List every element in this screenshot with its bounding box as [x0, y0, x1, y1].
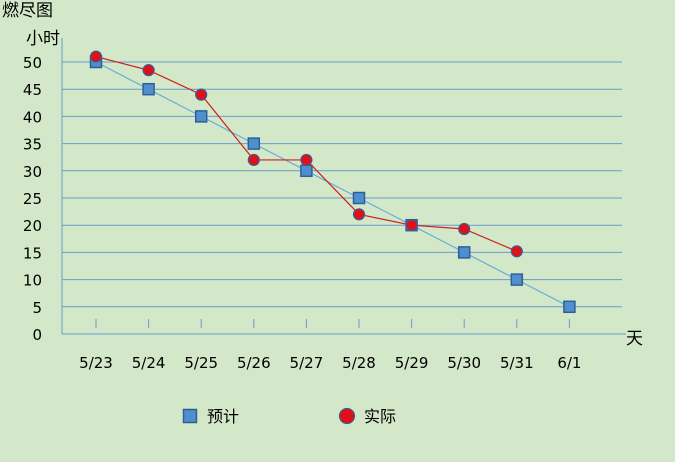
- x-tick-label: 5/24: [132, 354, 166, 372]
- y-axis-label: 小时: [26, 29, 60, 49]
- data-point-square: [247, 137, 261, 150]
- series-line-0: [95, 61, 570, 308]
- data-point-circle: [458, 222, 471, 236]
- y-tick-label: 50: [23, 54, 42, 72]
- data-point-circle: [247, 153, 260, 167]
- y-tick-label: 35: [23, 136, 42, 154]
- x-tick-label: 5/27: [290, 354, 324, 372]
- y-tick-label: 30: [23, 163, 42, 181]
- y-tick-label: 5: [32, 299, 42, 317]
- axes: 0 5 10 15 20 25 30 35 40 45 50 5/23 5/24 5/25 5/26 5/27…: [23, 38, 626, 372]
- data-point-circle: [352, 208, 366, 221]
- legend: 预计 实际: [182, 407, 396, 426]
- x-tick-label: 6/1: [557, 354, 581, 372]
- x-axis-label: 天: [626, 329, 643, 349]
- chart-title: 燃尽图: [2, 1, 53, 21]
- series-plot: [89, 50, 576, 314]
- y-tick-label: 0: [32, 326, 42, 344]
- y-tick-label: 25: [23, 190, 42, 208]
- legend-label: 实际: [364, 407, 396, 426]
- legend-marker-square: [182, 408, 198, 424]
- data-point-square: [352, 191, 366, 205]
- x-tick-label: 5/23: [79, 354, 113, 372]
- x-tick-label: 5/29: [395, 354, 429, 372]
- data-point-circle: [300, 153, 313, 167]
- x-tick-label: 5/30: [447, 354, 481, 372]
- x-tick-label: 5/28: [342, 354, 376, 372]
- data-point-circle: [142, 64, 155, 77]
- data-point-square: [510, 273, 524, 286]
- data-point-square: [142, 82, 155, 96]
- y-tick-label: 10: [23, 272, 42, 290]
- data-point-circle: [510, 245, 523, 258]
- data-point-square: [457, 246, 471, 259]
- y-tick-label: 40: [23, 108, 42, 126]
- data-point-circle: [405, 219, 418, 232]
- gridlines: [62, 61, 622, 308]
- data-point-square: [194, 110, 208, 123]
- data-point-circle: [195, 88, 208, 101]
- legend-label: 预计: [207, 407, 239, 426]
- y-tick-label: 45: [23, 81, 42, 99]
- data-point-circle: [89, 50, 103, 63]
- legend-marker-circle: [338, 407, 356, 425]
- x-tick-label: 5/25: [184, 354, 218, 372]
- y-tick-label: 20: [23, 217, 42, 235]
- y-tick-label: 15: [23, 244, 42, 262]
- x-tick-label: 5/31: [500, 354, 534, 372]
- x-tick-label: 5/26: [237, 354, 271, 372]
- data-point-square: [563, 300, 576, 314]
- data-point-square: [300, 164, 313, 178]
